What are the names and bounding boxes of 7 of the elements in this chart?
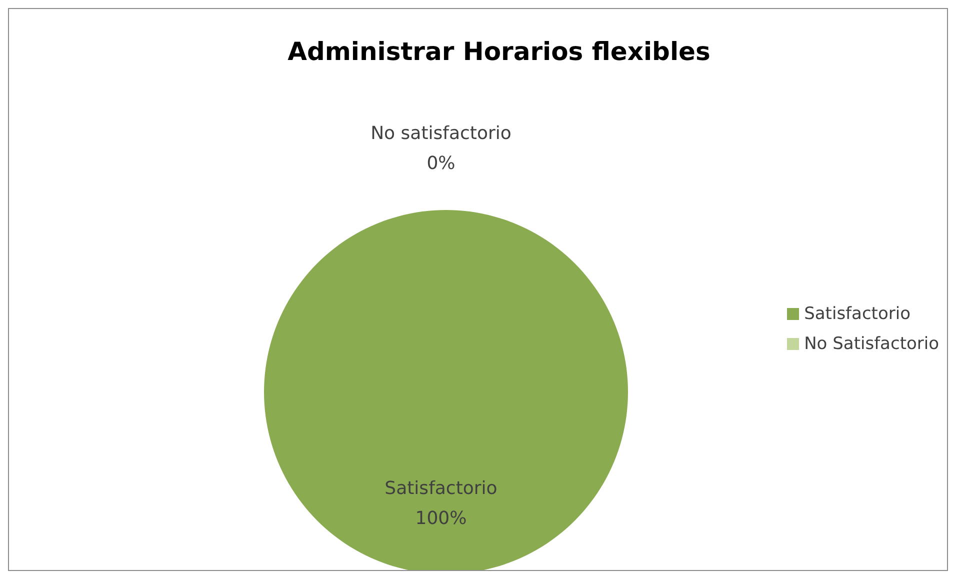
legend-label: Satisfactorio xyxy=(804,303,910,326)
chart-title: Administrar Horarios flexibles xyxy=(286,37,712,66)
text: Satisfactorio xyxy=(384,478,498,499)
text: 0% xyxy=(426,153,456,174)
text: No satisfactorio xyxy=(370,123,512,144)
legend-label: No Satisfactorio xyxy=(804,333,939,356)
data-label: 100% xyxy=(415,508,467,529)
